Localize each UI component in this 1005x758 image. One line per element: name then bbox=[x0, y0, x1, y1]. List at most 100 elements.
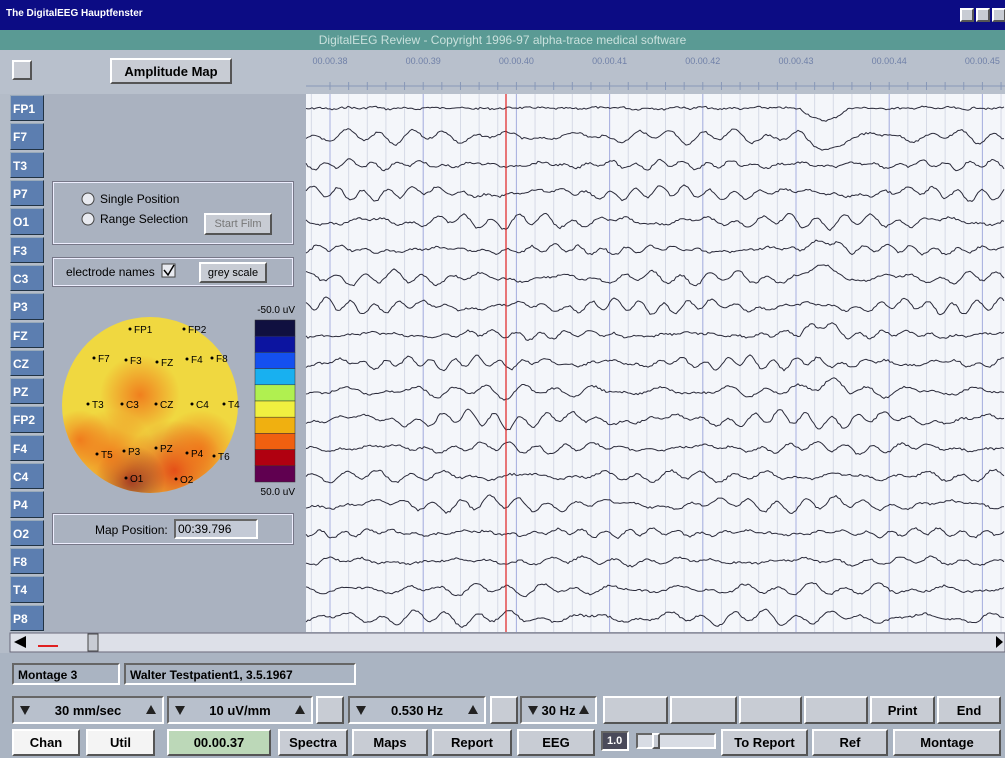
electrode-label: T6 bbox=[218, 452, 230, 463]
maximize-button[interactable] bbox=[976, 8, 990, 22]
channel-label[interactable]: FP1 bbox=[10, 95, 44, 122]
channel-label[interactable]: P3 bbox=[10, 293, 44, 320]
title-bar: The DigitalEEG Hauptfenster bbox=[0, 0, 1005, 30]
electrode-dot bbox=[154, 402, 158, 406]
channel-label[interactable]: CZ bbox=[10, 349, 44, 377]
spin-up[interactable] bbox=[146, 705, 156, 714]
channel-label[interactable]: P8 bbox=[10, 604, 44, 631]
electrode-dot bbox=[210, 356, 214, 360]
maps-button[interactable]: Maps bbox=[352, 729, 428, 756]
electrode-label: CZ bbox=[160, 400, 173, 411]
eeg-trace bbox=[305, 212, 1005, 232]
channel-label[interactable]: T3 bbox=[10, 151, 44, 178]
electrode-label: T4 bbox=[228, 400, 240, 411]
chan-button[interactable]: Chan bbox=[12, 729, 80, 756]
montage-field: Montage 3 bbox=[12, 663, 120, 685]
channel-label-text: FP1 bbox=[13, 102, 36, 116]
spin-down[interactable] bbox=[356, 706, 366, 715]
end-button[interactable]: End bbox=[937, 696, 1001, 724]
menu-icon[interactable] bbox=[12, 60, 32, 80]
map-mode-button[interactable]: Amplitude Map bbox=[110, 58, 232, 84]
electrode-dot bbox=[124, 476, 128, 480]
scroll-thumb bbox=[87, 633, 99, 652]
spin-down[interactable] bbox=[175, 706, 185, 715]
grey-scale-button[interactable]: grey scale bbox=[199, 262, 267, 283]
to-report-button[interactable]: To Report bbox=[721, 729, 808, 756]
spin-down[interactable] bbox=[528, 706, 538, 715]
map-position-field: 00:39.796 bbox=[174, 519, 258, 539]
channel-label[interactable]: F8 bbox=[10, 548, 44, 575]
electrode-dot bbox=[154, 446, 158, 450]
channel-label-text: F3 bbox=[13, 243, 28, 258]
zoom-slider[interactable] bbox=[636, 733, 716, 749]
channel-label[interactable]: FZ bbox=[10, 321, 44, 348]
report-button[interactable]: Report bbox=[432, 729, 512, 756]
spin-down[interactable] bbox=[20, 706, 30, 715]
channel-label[interactable]: F7 bbox=[10, 123, 44, 150]
channel-label-text: O1 bbox=[13, 215, 30, 230]
channel-label[interactable]: C4 bbox=[10, 463, 44, 490]
ref-button[interactable]: Ref bbox=[812, 729, 888, 756]
channel-label[interactable]: O2 bbox=[10, 519, 44, 547]
sensitivity-spinner-text: 10 uV/mm bbox=[209, 702, 271, 718]
electrode-dot bbox=[120, 402, 124, 406]
channel-label[interactable]: P4 bbox=[10, 491, 44, 518]
zoom-thumb[interactable] bbox=[652, 733, 660, 749]
channel-label[interactable]: F4 bbox=[10, 434, 44, 462]
eeg-button[interactable]: EEG bbox=[517, 729, 595, 756]
notch-icon[interactable] bbox=[490, 696, 518, 724]
channel-label[interactable]: T4 bbox=[10, 576, 44, 603]
map-mode-label: Amplitude Map bbox=[124, 63, 218, 79]
channel-label[interactable]: PZ bbox=[10, 378, 44, 405]
eeg-trace bbox=[305, 527, 1005, 540]
util-button-text: Util bbox=[110, 735, 131, 750]
channel-label[interactable]: O1 bbox=[10, 208, 44, 235]
radio-button bbox=[81, 192, 95, 206]
rewind-button[interactable] bbox=[603, 696, 668, 724]
scrollbar bbox=[9, 632, 1005, 653]
eeg-trace bbox=[305, 184, 1005, 202]
end-button[interactable] bbox=[804, 696, 868, 724]
channel-label-text: T4 bbox=[13, 583, 28, 598]
channel-label-text: T3 bbox=[13, 158, 28, 173]
channel-label[interactable]: F3 bbox=[10, 236, 44, 263]
eeg-trace bbox=[305, 555, 1005, 568]
radio-label: Range Selection bbox=[100, 212, 188, 226]
spin-up[interactable] bbox=[295, 705, 305, 714]
time-label: 00.00.44 bbox=[872, 56, 907, 66]
channel-label[interactable]: FP2 bbox=[10, 406, 44, 433]
montage-button[interactable]: Montage bbox=[893, 729, 1001, 756]
electrode-label: O1 bbox=[130, 474, 144, 485]
filter-icon[interactable] bbox=[316, 696, 344, 724]
electrode-dot bbox=[128, 327, 132, 331]
minimize-button[interactable] bbox=[960, 8, 974, 22]
spectra-button[interactable]: Spectra bbox=[278, 729, 348, 756]
util-button[interactable]: Util bbox=[86, 729, 155, 756]
high-filter-spinner-text: 30 Hz bbox=[541, 702, 576, 718]
electrode-dot bbox=[155, 360, 159, 364]
speed-spinner[interactable]: 30 mm/sec bbox=[12, 696, 164, 724]
scale-step bbox=[254, 400, 296, 418]
print-button[interactable]: Print bbox=[870, 696, 935, 724]
time-button[interactable]: 00.00.37 bbox=[167, 729, 271, 756]
channel-label-text: P4 bbox=[13, 498, 28, 513]
scale-step bbox=[254, 335, 296, 353]
scale-step bbox=[254, 384, 296, 402]
spin-up[interactable] bbox=[468, 705, 478, 714]
forward-button[interactable] bbox=[670, 696, 737, 724]
sensitivity-spinner[interactable]: 10 uV/mm bbox=[167, 696, 313, 724]
checkmark bbox=[163, 264, 175, 277]
start-film-button[interactable]: Start Film bbox=[204, 213, 272, 235]
scale-step bbox=[254, 368, 296, 386]
electrode-dot bbox=[95, 452, 99, 456]
eeg-trace bbox=[305, 440, 1005, 455]
channel-label[interactable]: C3 bbox=[10, 264, 44, 292]
low-filter-spinner[interactable]: 0.530 Hz bbox=[348, 696, 486, 724]
scale-step bbox=[254, 319, 296, 337]
electrode-label: FP2 bbox=[188, 325, 207, 336]
spin-up[interactable] bbox=[579, 705, 589, 714]
start-button[interactable] bbox=[739, 696, 802, 724]
speed-spinner-text: 30 mm/sec bbox=[54, 702, 122, 718]
channel-label[interactable]: P7 bbox=[10, 179, 44, 207]
